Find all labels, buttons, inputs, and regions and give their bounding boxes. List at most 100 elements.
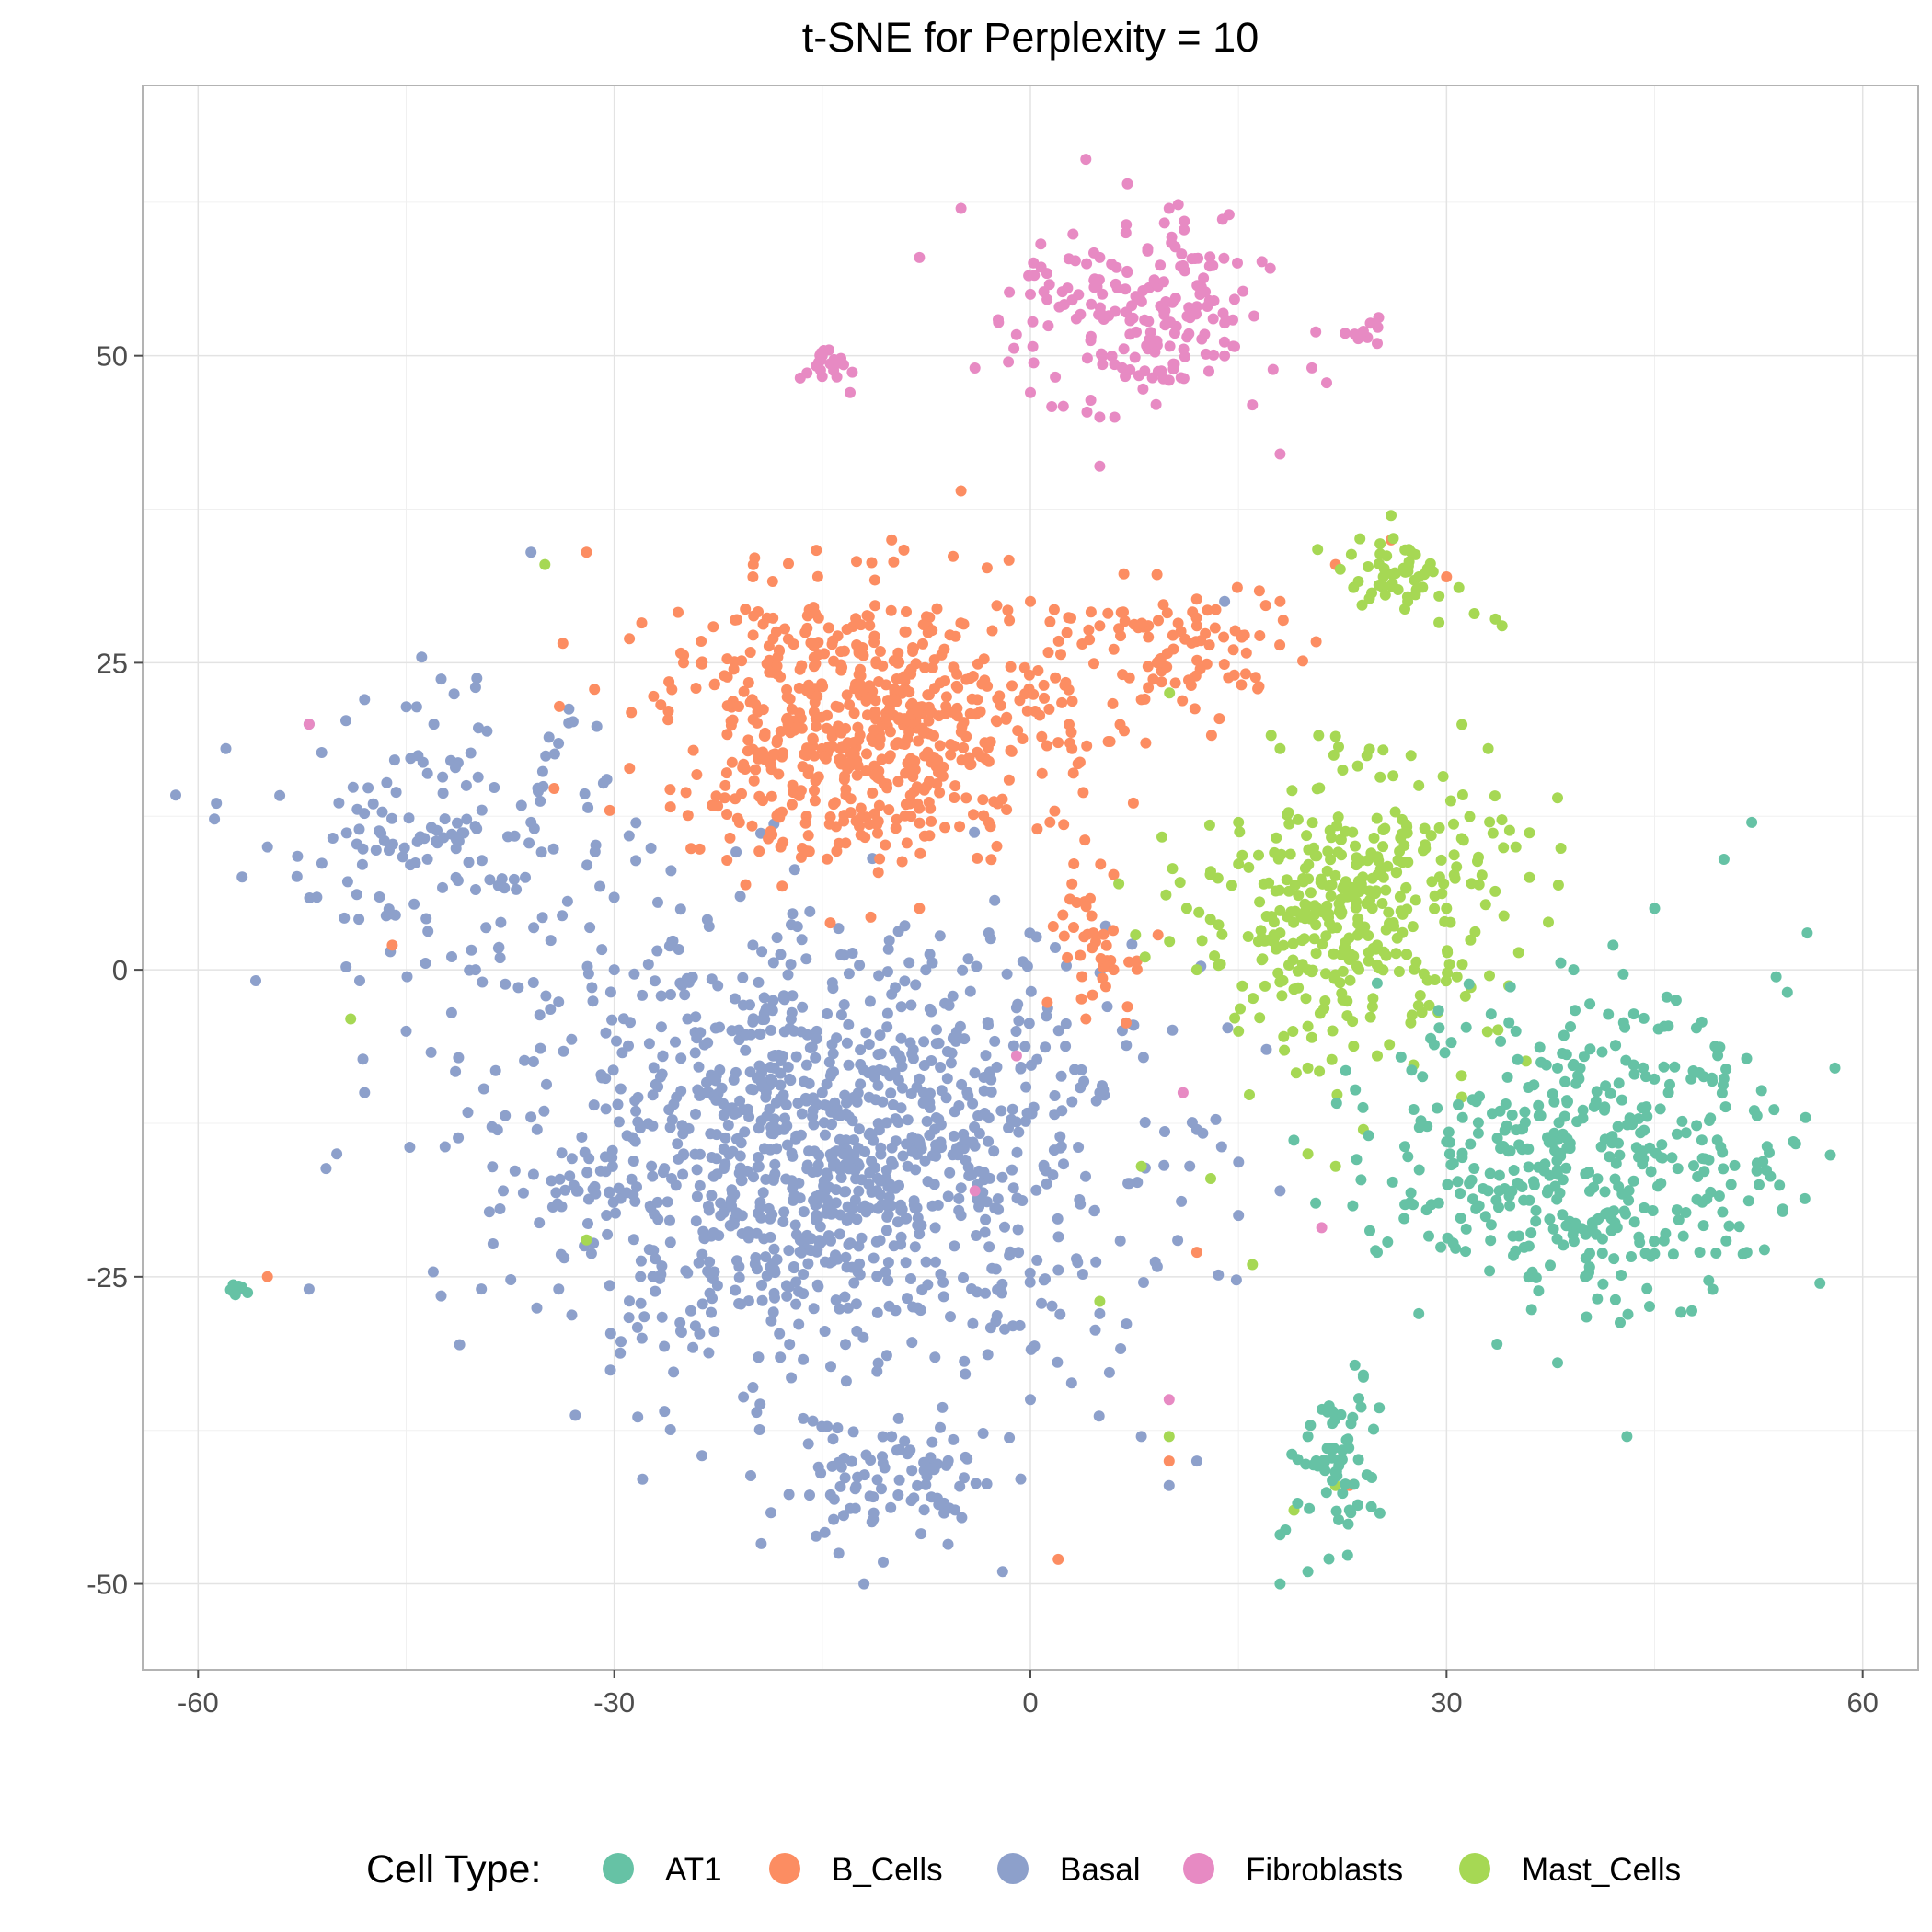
- point-b-cells: [924, 830, 936, 842]
- point-basal: [489, 782, 500, 793]
- point-b-cells: [748, 610, 760, 622]
- point-b-cells: [1115, 630, 1126, 642]
- point-fibroblasts: [1176, 248, 1188, 260]
- point-basal: [959, 1472, 970, 1484]
- point-at1: [1754, 1179, 1765, 1190]
- point-mast-cells: [1135, 1160, 1147, 1172]
- point-b-cells: [773, 644, 785, 656]
- point-at1: [1455, 1213, 1466, 1224]
- point-b-cells: [1240, 668, 1251, 680]
- point-basal: [862, 1067, 874, 1079]
- point-b-cells: [1107, 697, 1119, 709]
- point-basal: [602, 1228, 614, 1240]
- point-basal: [427, 1266, 439, 1278]
- point-b-cells: [802, 830, 814, 842]
- point-at1: [1741, 1247, 1753, 1259]
- point-basal: [766, 1075, 778, 1087]
- point-b-cells: [784, 693, 796, 705]
- point-at1: [1606, 1131, 1618, 1143]
- point-basal: [979, 1226, 991, 1238]
- point-at1: [1639, 1248, 1651, 1259]
- point-basal: [906, 1465, 918, 1477]
- point-basal: [754, 1398, 766, 1410]
- point-basal: [929, 1256, 941, 1268]
- point-at1: [1337, 1488, 1349, 1500]
- point-at1: [1777, 1205, 1788, 1217]
- point-b-cells: [822, 853, 834, 865]
- point-mast-cells: [1440, 975, 1452, 987]
- point-basal: [607, 1064, 619, 1076]
- point-basal: [1013, 1015, 1025, 1027]
- point-b-cells: [557, 638, 569, 650]
- point-basal: [705, 1128, 717, 1140]
- point-at1: [1310, 1455, 1322, 1466]
- point-b-cells: [836, 661, 848, 673]
- point-basal: [604, 1328, 616, 1340]
- point-at1: [1333, 1513, 1344, 1525]
- point-basal: [882, 1275, 894, 1287]
- point-b-cells: [807, 732, 819, 744]
- point-fibroblasts: [1349, 328, 1361, 340]
- point-b-cells: [926, 815, 937, 827]
- point-basal: [581, 1167, 593, 1179]
- point-mast-cells: [1327, 1025, 1339, 1037]
- point-mast-cells: [1419, 822, 1431, 834]
- point-b-cells: [1231, 581, 1243, 593]
- point-fibroblasts: [1050, 371, 1062, 383]
- point-basal: [909, 1241, 921, 1253]
- point-mast-cells: [1263, 877, 1275, 889]
- point-basal: [878, 1556, 889, 1568]
- point-b-cells: [1143, 631, 1155, 643]
- point-b-cells: [914, 817, 926, 829]
- point-b-cells: [972, 658, 983, 670]
- point-basal: [880, 1266, 891, 1278]
- point-mast-cells: [1420, 843, 1432, 855]
- point-mast-cells: [1340, 825, 1351, 837]
- point-mast-cells: [1242, 931, 1254, 942]
- point-at1: [1428, 1039, 1440, 1051]
- point-at1: [1671, 1128, 1683, 1140]
- point-basal: [796, 934, 808, 946]
- point-b-cells: [750, 698, 762, 710]
- point-fibroblasts: [1169, 241, 1181, 253]
- point-b-cells: [776, 747, 788, 759]
- point-mast-cells: [1347, 950, 1359, 961]
- point-basal: [664, 1236, 676, 1248]
- point-basal: [735, 1137, 747, 1149]
- point-b-cells: [896, 856, 908, 868]
- point-basal: [955, 1210, 967, 1222]
- point-basal: [751, 1227, 763, 1239]
- point-mast-cells: [1225, 880, 1237, 891]
- point-basal: [890, 1182, 902, 1194]
- point-fibroblasts: [1203, 260, 1215, 272]
- point-at1: [1669, 1061, 1681, 1073]
- point-mast-cells: [1278, 939, 1289, 951]
- point-fibroblasts: [1150, 398, 1162, 410]
- point-basal: [778, 994, 790, 1006]
- point-b-cells: [742, 677, 754, 688]
- point-mast-cells: [1520, 1055, 1532, 1067]
- point-basal: [725, 1220, 737, 1232]
- point-at1: [1768, 1104, 1780, 1116]
- point-mast-cells: [1365, 847, 1377, 859]
- point-basal: [1013, 1126, 1025, 1138]
- point-mast-cells: [1337, 965, 1349, 977]
- point-b-cells: [1080, 1013, 1092, 1025]
- point-basal: [767, 995, 779, 1006]
- point-basal: [864, 995, 876, 1007]
- point-mast-cells: [1402, 595, 1414, 607]
- point-b-cells: [1177, 695, 1189, 707]
- point-mast-cells: [1335, 834, 1347, 845]
- point-basal: [843, 1018, 855, 1030]
- point-b-cells: [1108, 868, 1120, 880]
- point-at1: [1627, 1008, 1639, 1020]
- point-basal: [774, 1328, 786, 1340]
- point-fibroblasts: [1219, 350, 1231, 362]
- point-b-cells: [872, 867, 884, 879]
- point-basal: [828, 1513, 840, 1525]
- legend-label: B_Cells: [832, 1852, 943, 1888]
- point-b-cells: [877, 660, 889, 672]
- point-fibroblasts: [1181, 310, 1193, 322]
- point-b-cells: [986, 625, 998, 637]
- point-b-cells: [905, 811, 917, 822]
